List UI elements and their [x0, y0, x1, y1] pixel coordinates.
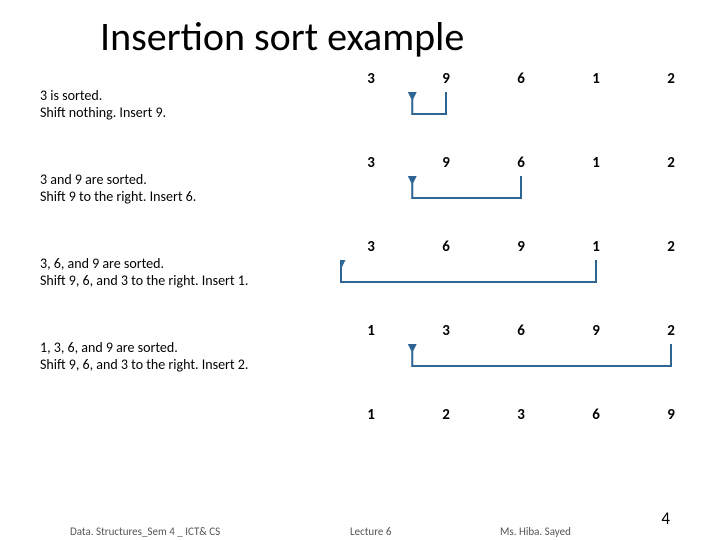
step-row: 3, 6, and 9 are sorted.Shift 9, 6, and 3…: [40, 238, 690, 310]
footer-center: Lecture 6: [350, 525, 391, 538]
step-description: 3 is sorted.Shift nothing. Insert 9.: [40, 88, 330, 122]
slide: Insertion sort example 3 is sorted.Shift…: [0, 0, 720, 540]
array-value: 1: [360, 406, 382, 424]
arrow-svg: [340, 260, 690, 310]
array-zone: 3 9 6 1 2: [340, 70, 690, 142]
array-value: 2: [660, 322, 682, 340]
array-value: 9: [510, 238, 532, 256]
array-value: 9: [435, 70, 457, 88]
step-description: 1, 3, 6, and 9 are sorted.Shift 9, 6, an…: [40, 340, 330, 374]
array-value: 6: [510, 70, 532, 88]
desc-line: Shift 9, 6, and 3 to the right. Insert 2…: [40, 357, 330, 374]
array-value: 1: [360, 322, 382, 340]
diagram-content: 3 is sorted.Shift nothing. Insert 9.3961…: [40, 70, 690, 448]
array-value: 1: [585, 238, 607, 256]
array-value: 2: [660, 70, 682, 88]
array-zone: 1 2 3 6 9: [340, 406, 690, 478]
array-value: 6: [510, 154, 532, 172]
insert-arrow: [412, 344, 671, 366]
array-value: 6: [510, 322, 532, 340]
array-value: 9: [585, 322, 607, 340]
desc-line: 1, 3, 6, and 9 are sorted.: [40, 340, 330, 357]
array-value: 9: [660, 406, 682, 424]
desc-line: 3 is sorted.: [40, 88, 330, 105]
desc-line: Shift 9, 6, and 3 to the right. Insert 1…: [40, 273, 330, 290]
array-value: 3: [360, 70, 382, 88]
desc-line: 3 and 9 are sorted.: [40, 172, 330, 189]
slide-title: Insertion sort example: [100, 12, 464, 61]
array-zone: 36912: [340, 238, 690, 310]
footer-left: Data. Structures_Sem 4 _ ICT& CS: [70, 525, 220, 538]
insert-arrow: [412, 176, 521, 198]
array-value: 3: [435, 322, 457, 340]
array-value: 1: [585, 154, 607, 172]
arrow-svg: [340, 176, 690, 226]
footer-right: Ms. Hiba. Sayed: [500, 525, 571, 538]
page-number: 4: [661, 508, 670, 529]
array-value: 1: [585, 70, 607, 88]
step-row: 1 2 3 6 9: [40, 406, 690, 436]
step-row: 3 and 9 are sorted.Shift 9 to the right.…: [40, 154, 690, 226]
number-row: 1 2 3 6 9: [340, 406, 690, 428]
array-value: 2: [660, 154, 682, 172]
array-value: 6: [585, 406, 607, 424]
array-value: 9: [435, 154, 457, 172]
number-row: 3 9 6 1 2: [340, 154, 690, 176]
number-row: 3 9 6 1 2: [340, 70, 690, 92]
desc-line: 3, 6, and 9 are sorted.: [40, 256, 330, 273]
array-value: 2: [660, 238, 682, 256]
array-value: 3: [510, 406, 532, 424]
step-description: 3, 6, and 9 are sorted.Shift 9, 6, and 3…: [40, 256, 330, 290]
step-description: 3 and 9 are sorted.Shift 9 to the right.…: [40, 172, 330, 206]
step-row: 1, 3, 6, and 9 are sorted.Shift 9, 6, an…: [40, 322, 690, 394]
number-row: 36912: [340, 238, 690, 260]
array-value: 3: [360, 238, 382, 256]
array-value: 3: [360, 154, 382, 172]
desc-line: Shift nothing. Insert 9.: [40, 105, 330, 122]
array-value: 6: [435, 238, 457, 256]
insert-arrow: [412, 92, 446, 114]
array-value: 2: [435, 406, 457, 424]
arrow-svg: [340, 344, 690, 394]
step-row: 3 is sorted.Shift nothing. Insert 9. 3 9 6 1…: [40, 70, 690, 142]
desc-line: Shift 9 to the right. Insert 6.: [40, 189, 330, 206]
insert-arrow: [341, 260, 596, 282]
arrow-svg: [340, 92, 690, 142]
array-zone: 1 3 6 9 2: [340, 322, 690, 394]
number-row: 1 3 6 9 2: [340, 322, 690, 344]
array-zone: 3 9 6 1 2: [340, 154, 690, 226]
